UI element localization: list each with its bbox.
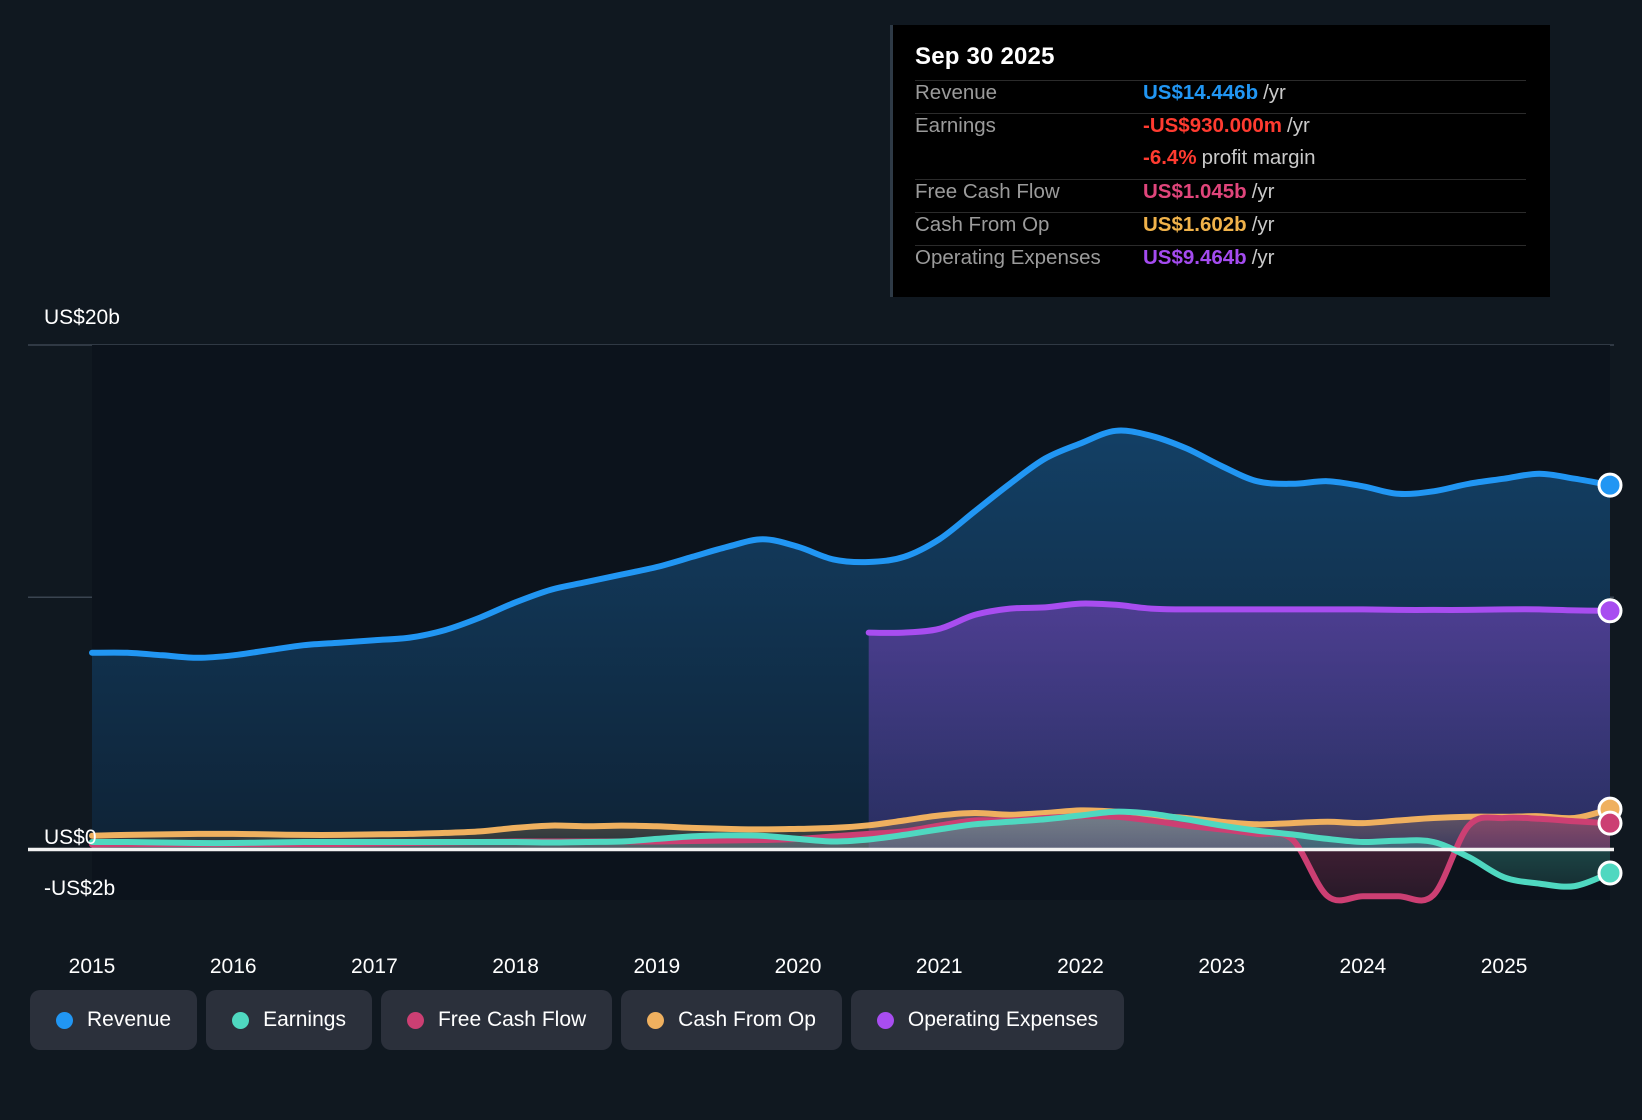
- tooltip-label-revenue: Revenue: [915, 81, 998, 104]
- x-axis-tick-2023: 2023: [1198, 955, 1246, 978]
- chart-plot-area: [28, 344, 1623, 904]
- legend-label: Free Cash Flow: [437, 1008, 587, 1031]
- y-axis-label-negative: -US$2b: [44, 877, 116, 900]
- x-axis-tick-2022: 2022: [1057, 955, 1104, 978]
- end-marker-earnings[interactable]: [1597, 860, 1623, 886]
- legend-label: Revenue: [87, 1008, 172, 1031]
- x-axis-tick-2017: 2017: [351, 955, 398, 978]
- y-axis-label-zero: US$0: [44, 826, 97, 849]
- tooltip-row-operating-expenses: Operating Expenses US$9.464b /yr: [915, 245, 1526, 278]
- tooltip-value-profit-margin: -6.4%: [1143, 146, 1197, 169]
- tooltip-row-revenue: Revenue US$14.446b /yr: [915, 80, 1526, 113]
- tooltip-unit-operating-expenses: /yr: [1251, 246, 1275, 269]
- legend-item-cash-from-op[interactable]: Cash From Op: [621, 990, 842, 1050]
- x-axis: 2015 2016 2017 2018 2019 2020 2021 2022 2023 2024…: [0, 955, 1642, 995]
- tooltip-row-cash-from-op: Cash From Op US$1.602b /yr: [915, 212, 1526, 245]
- x-axis-tick-2021: 2021: [915, 955, 963, 978]
- x-axis-tick-2016: 2016: [209, 955, 257, 978]
- chart-series-lines: [89, 427, 1613, 904]
- legend-dot-icon: [876, 1011, 894, 1029]
- tooltip-unit-profit-margin: profit margin: [1201, 146, 1316, 169]
- area-operating-expenses: [868, 603, 1610, 850]
- line-cash-from-op[interactable]: [89, 806, 1613, 839]
- end-marker-free-cash-flow[interactable]: [1597, 810, 1623, 836]
- tooltip-label-cash-from-op: Cash From Op: [915, 213, 1050, 236]
- tooltip-panel: Sep 30 2025 Revenue US$14.446b /yr Earni…: [890, 25, 1550, 297]
- tooltip-unit-revenue: /yr: [1263, 81, 1286, 104]
- legend-label: Cash From Op: [678, 1008, 816, 1031]
- legend-dot-icon: [56, 1011, 73, 1029]
- tooltip-label-earnings: Earnings: [915, 114, 996, 137]
- line-operating-expenses[interactable]: [865, 600, 1613, 636]
- legend-item-earnings[interactable]: Earnings: [206, 990, 372, 1050]
- line-earnings[interactable]: [89, 808, 1613, 890]
- legend-item-revenue[interactable]: Revenue: [30, 990, 198, 1050]
- chart-legend: Revenue Earnings Free Cash Flow Cash From O…: [30, 990, 1125, 1050]
- x-axis-tick-2018: 2018: [492, 955, 539, 978]
- tooltip-label-operating-expenses: Operating Expenses: [915, 246, 1101, 269]
- tooltip-row-free-cash-flow: Free Cash Flow US$1.045b /yr: [915, 179, 1526, 212]
- x-axis-tick-2019: 2019: [633, 955, 681, 978]
- tooltip-value-operating-expenses: US$9.464b: [1143, 246, 1247, 269]
- tooltip-label-free-cash-flow: Free Cash Flow: [915, 180, 1060, 203]
- chart-area-fills: [92, 345, 1610, 901]
- tooltip-unit-free-cash-flow: /yr: [1251, 180, 1275, 203]
- tooltip-row-earnings: Earnings -US$930.000m /yr: [915, 113, 1526, 146]
- tooltip-value-revenue: US$14.446b: [1143, 81, 1259, 104]
- tooltip-date: Sep 30 2025: [915, 43, 1055, 70]
- tooltip-value-earnings: -US$930.000m: [1143, 114, 1283, 137]
- tooltip-value-cash-from-op: US$1.602b: [1143, 213, 1247, 236]
- tooltip-unit-cash-from-op: /yr: [1251, 213, 1275, 236]
- x-axis-tick-2020: 2020: [774, 955, 822, 978]
- end-marker-revenue[interactable]: [1597, 472, 1623, 498]
- chart-end-markers: [1597, 472, 1623, 886]
- x-axis-tick-2024: 2024: [1339, 955, 1387, 978]
- y-axis-label-top: US$20b: [44, 306, 120, 329]
- tooltip-unit-earnings: /yr: [1287, 114, 1310, 137]
- tooltip-value-free-cash-flow: US$1.045b: [1143, 180, 1247, 203]
- legend-dot-icon: [406, 1011, 424, 1029]
- legend-item-operating-expenses[interactable]: Operating Expenses: [850, 990, 1125, 1050]
- legend-label: Earnings: [263, 1008, 346, 1031]
- legend-dot-icon: [647, 1011, 665, 1029]
- legend-dot-icon: [232, 1011, 250, 1029]
- end-marker-operating-expenses[interactable]: [1597, 598, 1623, 624]
- x-axis-tick-2025: 2025: [1480, 955, 1528, 978]
- line-revenue[interactable]: [89, 427, 1613, 661]
- legend-label: Operating Expenses: [907, 1008, 1099, 1031]
- legend-item-free-cash-flow[interactable]: Free Cash Flow: [380, 990, 613, 1050]
- tooltip-row-profit-margin: -6.4% profit margin: [915, 146, 1526, 179]
- x-axis-tick-2015: 2015: [68, 955, 116, 978]
